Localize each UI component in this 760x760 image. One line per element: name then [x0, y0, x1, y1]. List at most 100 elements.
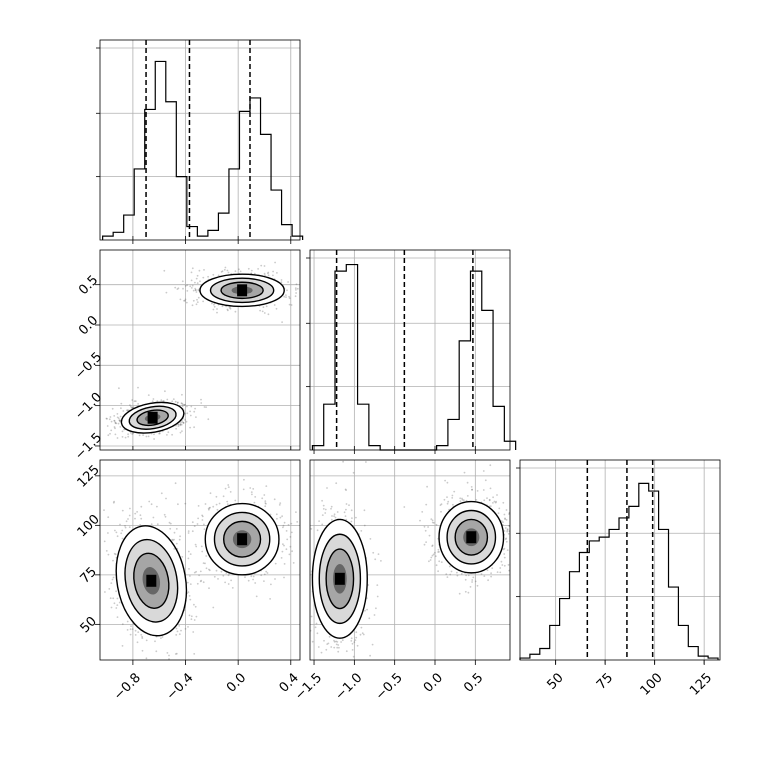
sample-point	[290, 522, 293, 525]
sample-point	[160, 399, 163, 402]
sample-point	[150, 503, 153, 506]
sample-point	[136, 641, 139, 644]
sample-point	[508, 569, 510, 572]
sample-point	[107, 516, 110, 519]
sample-point	[125, 520, 128, 523]
sample-point	[120, 407, 122, 410]
hist-step-p2	[519, 482, 719, 660]
scatter-points	[105, 261, 299, 440]
sample-point	[308, 516, 310, 518]
sample-point	[205, 406, 208, 408]
sample-point	[489, 464, 492, 467]
sample-point	[336, 511, 339, 513]
sample-point	[177, 661, 179, 663]
sample-point	[491, 567, 494, 570]
sample-point	[283, 576, 285, 579]
sample-point	[499, 567, 502, 569]
sample-point	[486, 569, 489, 572]
sample-point	[459, 497, 462, 500]
sample-point	[181, 420, 183, 422]
sample-point	[333, 639, 335, 642]
sample-point	[421, 511, 424, 513]
sample-point	[178, 633, 181, 636]
sample-point	[118, 419, 121, 422]
sample-point	[282, 524, 285, 527]
sample-point	[263, 272, 266, 275]
sample-point	[199, 570, 202, 573]
sample-point	[431, 519, 434, 522]
sample-point	[288, 553, 291, 556]
sample-point	[158, 432, 161, 435]
sample-point	[182, 421, 184, 424]
sample-point	[440, 561, 443, 563]
sample-point	[109, 416, 112, 418]
sample-point	[133, 400, 136, 403]
sample-point	[176, 630, 179, 633]
sample-point	[234, 499, 237, 502]
sample-point	[124, 525, 126, 527]
sample-point	[166, 434, 168, 436]
sample-point	[333, 646, 336, 649]
sample-point	[504, 527, 507, 529]
sample-point	[323, 639, 325, 642]
contour-line	[204, 502, 280, 576]
sample-point	[423, 525, 426, 528]
sample-point	[360, 530, 363, 532]
sample-point	[484, 479, 487, 482]
sample-point	[446, 481, 449, 484]
hist-grid	[100, 40, 300, 240]
sample-point	[187, 591, 190, 593]
sample-point	[130, 406, 133, 409]
sample-point	[476, 490, 479, 492]
sample-point	[115, 531, 118, 534]
sample-point	[272, 274, 274, 277]
sample-point	[224, 487, 227, 490]
sample-point	[369, 538, 372, 540]
sample-point	[213, 305, 216, 308]
sample-point	[205, 555, 208, 557]
sample-point	[290, 531, 293, 534]
sample-point	[267, 274, 270, 277]
sample-point	[305, 578, 307, 580]
sample-point	[259, 309, 261, 312]
sample-point	[250, 269, 253, 272]
sample-point	[495, 500, 497, 503]
sample-point	[229, 307, 232, 310]
sample-point	[163, 269, 166, 272]
sample-point	[202, 276, 205, 279]
sample-point	[274, 578, 276, 580]
sample-point	[326, 643, 329, 645]
contour-line	[124, 538, 179, 623]
sample-point	[177, 503, 179, 506]
sample-point	[430, 556, 433, 559]
sample-point	[107, 532, 109, 534]
sample-point	[195, 416, 197, 418]
sample-point	[121, 623, 124, 626]
sample-point	[297, 610, 299, 612]
sample-point	[168, 521, 171, 524]
sample-point	[201, 550, 204, 553]
sample-point	[471, 488, 473, 491]
sample-point	[498, 507, 501, 510]
sample-point	[116, 597, 119, 600]
sample-point	[114, 553, 117, 556]
panel-frame	[99, 249, 301, 451]
sample-point	[307, 544, 309, 546]
sample-point	[121, 436, 124, 438]
sample-point	[189, 575, 191, 577]
sample-point	[252, 488, 255, 490]
sample-point	[488, 499, 491, 502]
sample-point	[209, 492, 212, 495]
sample-point	[137, 631, 140, 633]
sample-point	[310, 528, 313, 530]
sample-point	[429, 559, 432, 561]
sample-point	[292, 620, 294, 622]
sample-point	[160, 492, 163, 495]
sample-point	[105, 550, 108, 552]
sample-point	[137, 386, 139, 389]
sample-point	[190, 618, 193, 621]
sample-point	[456, 571, 458, 574]
sample-point	[171, 400, 174, 403]
sample-point	[306, 588, 308, 590]
sample-point	[132, 432, 135, 435]
